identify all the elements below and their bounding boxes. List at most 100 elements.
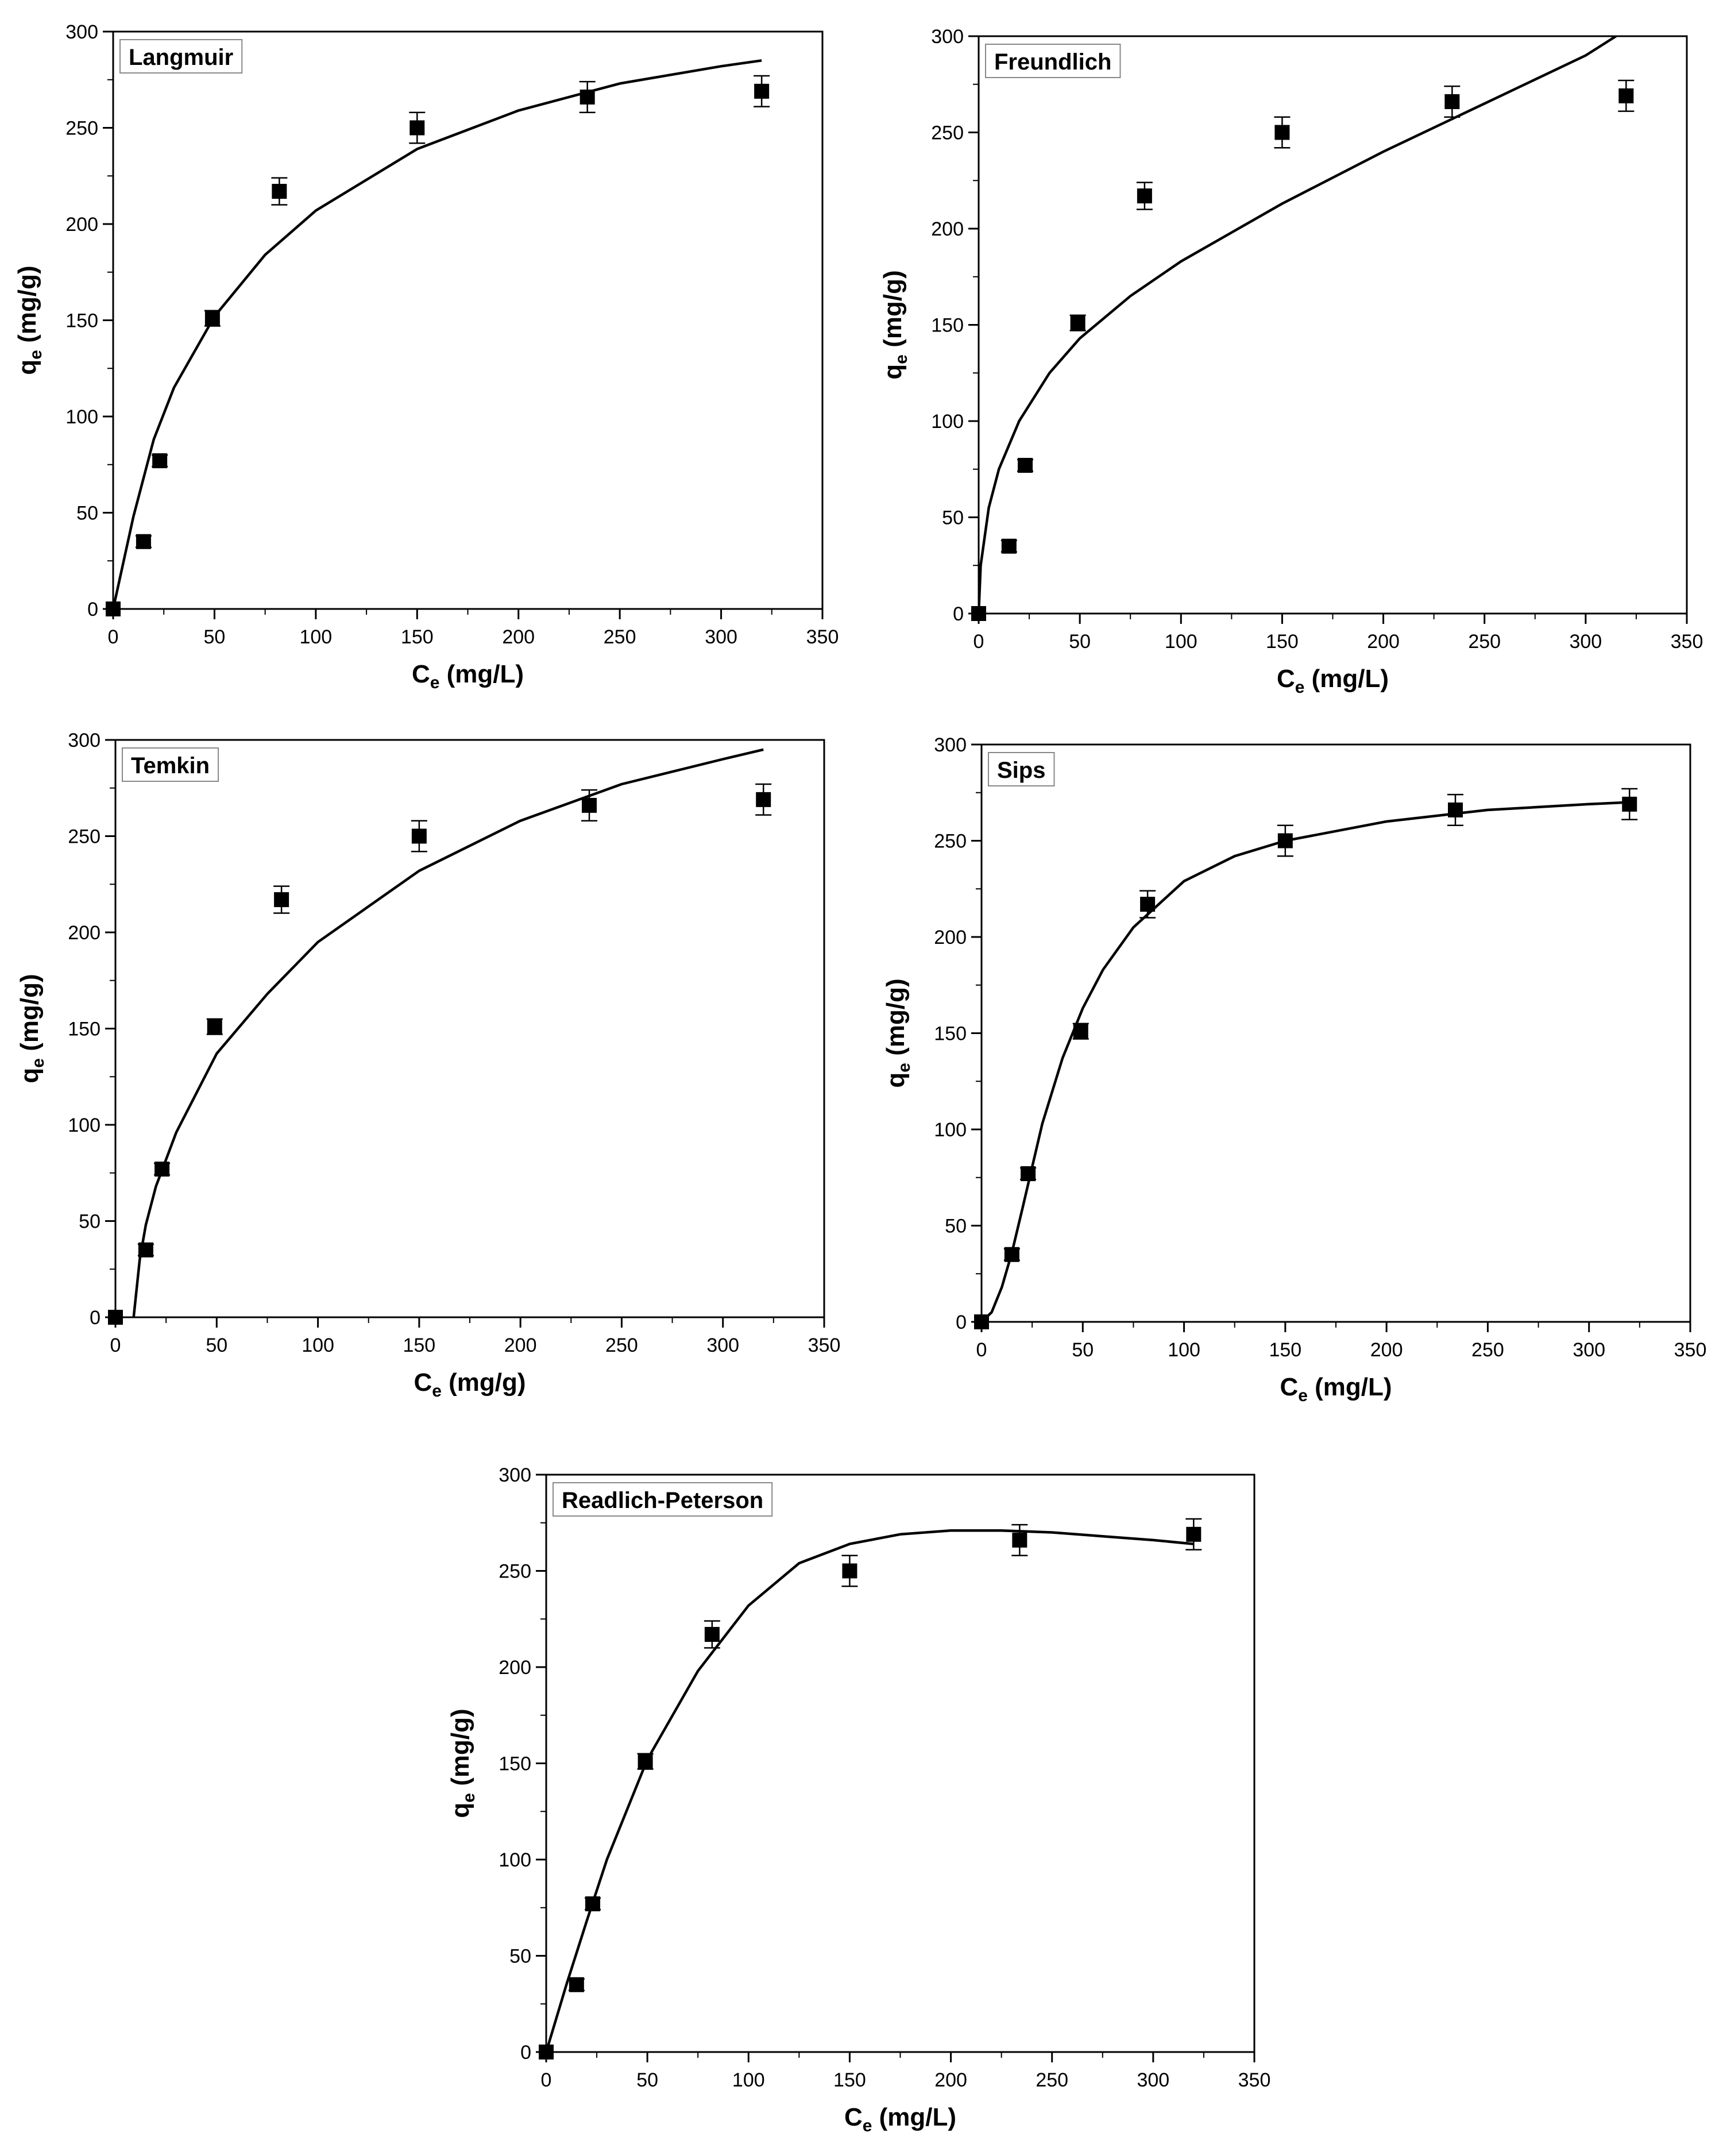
data-point: [580, 89, 595, 105]
x-tick-label: 50: [204, 626, 226, 648]
y-axis-title-unit: (mg/g): [446, 1708, 474, 1793]
x-axis-title-sub: e: [1298, 1386, 1308, 1405]
y-tick-label: 300: [499, 1464, 531, 1486]
chart-panel: 0 50 100 150 200 250 300 350 0 50 100 150 200 250 300 C…: [882, 734, 1706, 1405]
x-axis-title-main: C: [1280, 1373, 1298, 1401]
data-point: [1004, 1247, 1019, 1262]
panel-label-text: Freundlich: [994, 49, 1111, 75]
data-point: [136, 534, 151, 549]
y-tick-label: 250: [931, 122, 964, 144]
y-tick-label: 250: [934, 831, 967, 853]
y-tick-label: 200: [499, 1657, 531, 1679]
x-tick-label: 0: [110, 1335, 121, 1356]
y-axis-title: qe (mg/g): [879, 270, 911, 379]
x-tick-label: 50: [206, 1335, 227, 1356]
data-point: [1070, 315, 1085, 331]
x-axis-title: Ce (mg/L): [1277, 665, 1389, 697]
x-tick-label: 250: [1468, 631, 1501, 653]
x-tick-label: 250: [1471, 1339, 1504, 1361]
y-tick-label: 250: [499, 1561, 531, 1583]
x-tick-label: 200: [1370, 1339, 1403, 1361]
y-tick-label: 100: [499, 1849, 531, 1871]
x-tick-label: 300: [1573, 1339, 1605, 1361]
x-axis-title-unit: (mg/L): [872, 2103, 956, 2131]
y-tick-label: 0: [953, 603, 964, 625]
y-tick-label: 0: [90, 1307, 101, 1329]
x-axis-title-sub: e: [1295, 678, 1305, 697]
x-tick-label: 300: [705, 626, 737, 648]
x-axis-title: Ce (mg/L): [412, 660, 524, 692]
x-axis-title-main: C: [412, 660, 430, 688]
y-axis-title-unit: (mg/g): [879, 270, 907, 354]
data-point: [152, 453, 168, 469]
x-tick-label: 300: [1137, 2069, 1169, 2091]
y-axis-title-sub: e: [459, 1793, 478, 1803]
y-axis-title-main: q: [882, 1073, 910, 1088]
y-tick-label: 150: [65, 310, 98, 332]
panel-label-box: [119, 39, 243, 74]
y-axis-title-main: q: [446, 1803, 474, 1818]
panel-label: Sips: [988, 752, 1055, 786]
data-point: [1001, 538, 1017, 554]
x-tick-label: 350: [1238, 2069, 1271, 2091]
x-tick-label: 100: [1168, 1339, 1200, 1361]
y-tick-label: 100: [934, 1119, 967, 1141]
y-axis-title-unit: (mg/g): [13, 265, 41, 350]
data-point: [1018, 458, 1033, 473]
x-axis-title: Ce (mg/L): [844, 2103, 956, 2135]
data-point: [585, 1896, 601, 1912]
y-tick-label: 300: [931, 26, 964, 48]
x-tick-label: 100: [732, 2069, 765, 2091]
y-axis-title-sub: e: [29, 1058, 48, 1068]
panel-label-box: [122, 747, 219, 782]
data-point: [638, 1754, 653, 1769]
data-point: [1073, 1024, 1088, 1039]
x-tick-label: 0: [973, 631, 984, 653]
panel-label-text: Readlich-Peterson: [562, 1488, 763, 1513]
x-axis-title-main: C: [844, 2103, 863, 2131]
data-point: [756, 792, 771, 807]
x-tick-label: 350: [806, 626, 839, 648]
y-tick-label: 150: [931, 315, 964, 337]
panel-label: Readlich-Peterson: [553, 1482, 773, 1517]
x-tick-label: 250: [604, 626, 636, 648]
data-point: [582, 797, 597, 813]
x-axis-title-unit: (mg/L): [1308, 1373, 1392, 1401]
data-point: [754, 83, 770, 99]
y-axis-title: qe (mg/g): [16, 974, 48, 1083]
y-tick-label: 300: [68, 730, 101, 751]
data-point: [1140, 897, 1156, 912]
x-tick-label: 50: [1069, 631, 1091, 653]
data-point: [1444, 94, 1460, 109]
data-point: [1622, 796, 1637, 812]
x-axis-title-main: C: [1277, 665, 1295, 693]
data-point: [106, 601, 121, 616]
y-tick-label: 300: [65, 21, 98, 43]
panel-label-box: [985, 44, 1121, 78]
data-point: [539, 2045, 554, 2059]
x-axis-title-unit: (mg/g): [442, 1368, 526, 1397]
y-tick-label: 200: [68, 922, 101, 944]
panel-label-text: Langmuir: [129, 45, 233, 70]
x-tick-label: 350: [1671, 631, 1703, 653]
data-point: [154, 1162, 170, 1177]
x-axis-title-sub: e: [863, 2116, 872, 2135]
data-point: [971, 606, 986, 621]
y-axis-title-main: q: [879, 364, 907, 380]
y-tick-label: 200: [931, 218, 964, 240]
data-point: [409, 120, 425, 136]
chart-panel: 0 50 100 150 200 250 300 350 0 50 100 150 200 250 300 C…: [13, 21, 839, 692]
data-point: [274, 892, 289, 908]
data-point: [1274, 125, 1290, 140]
data-point: [108, 1310, 123, 1325]
data-point: [704, 1627, 720, 1642]
y-axis-title: qe (mg/g): [13, 265, 45, 375]
data-point: [1277, 833, 1293, 848]
y-tick-label: 150: [499, 1753, 531, 1775]
x-axis-title-unit: (mg/L): [439, 660, 524, 688]
x-tick-label: 0: [108, 626, 119, 648]
y-axis-title-main: q: [13, 360, 41, 375]
x-axis-title: Ce (mg/g): [414, 1368, 526, 1401]
y-axis-title-unit: (mg/g): [16, 974, 44, 1058]
x-tick-label: 100: [299, 626, 332, 648]
